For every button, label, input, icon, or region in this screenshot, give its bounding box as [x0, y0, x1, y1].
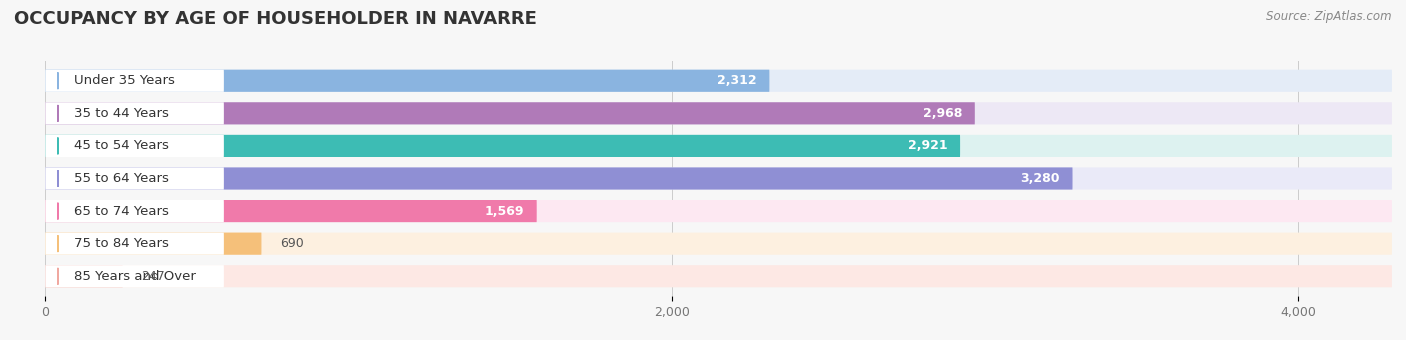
Text: 85 Years and Over: 85 Years and Over: [75, 270, 195, 283]
FancyBboxPatch shape: [45, 167, 224, 190]
FancyBboxPatch shape: [45, 135, 1392, 157]
FancyBboxPatch shape: [45, 102, 974, 124]
FancyBboxPatch shape: [45, 70, 1392, 92]
Text: 55 to 64 Years: 55 to 64 Years: [75, 172, 169, 185]
Text: 2,312: 2,312: [717, 74, 756, 87]
Text: 35 to 44 Years: 35 to 44 Years: [75, 107, 169, 120]
Text: 1,569: 1,569: [485, 205, 524, 218]
FancyBboxPatch shape: [45, 233, 224, 255]
Text: 2,921: 2,921: [908, 139, 948, 152]
Text: 45 to 54 Years: 45 to 54 Years: [75, 139, 169, 152]
FancyBboxPatch shape: [45, 102, 1392, 124]
Text: 690: 690: [280, 237, 304, 250]
FancyBboxPatch shape: [45, 265, 1392, 287]
FancyBboxPatch shape: [45, 265, 224, 287]
Text: 2,968: 2,968: [922, 107, 962, 120]
Text: Under 35 Years: Under 35 Years: [75, 74, 174, 87]
Text: 75 to 84 Years: 75 to 84 Years: [75, 237, 169, 250]
Text: Source: ZipAtlas.com: Source: ZipAtlas.com: [1267, 10, 1392, 23]
FancyBboxPatch shape: [45, 70, 769, 92]
Text: OCCUPANCY BY AGE OF HOUSEHOLDER IN NAVARRE: OCCUPANCY BY AGE OF HOUSEHOLDER IN NAVAR…: [14, 10, 537, 28]
FancyBboxPatch shape: [45, 135, 960, 157]
FancyBboxPatch shape: [45, 102, 224, 124]
FancyBboxPatch shape: [45, 200, 537, 222]
FancyBboxPatch shape: [45, 265, 122, 287]
Text: 247: 247: [142, 270, 166, 283]
Text: 3,280: 3,280: [1021, 172, 1060, 185]
FancyBboxPatch shape: [45, 135, 224, 157]
FancyBboxPatch shape: [45, 233, 262, 255]
FancyBboxPatch shape: [45, 167, 1073, 190]
FancyBboxPatch shape: [45, 167, 1392, 190]
Text: 65 to 74 Years: 65 to 74 Years: [75, 205, 169, 218]
FancyBboxPatch shape: [45, 233, 1392, 255]
FancyBboxPatch shape: [45, 200, 1392, 222]
FancyBboxPatch shape: [45, 70, 224, 92]
FancyBboxPatch shape: [45, 200, 224, 222]
